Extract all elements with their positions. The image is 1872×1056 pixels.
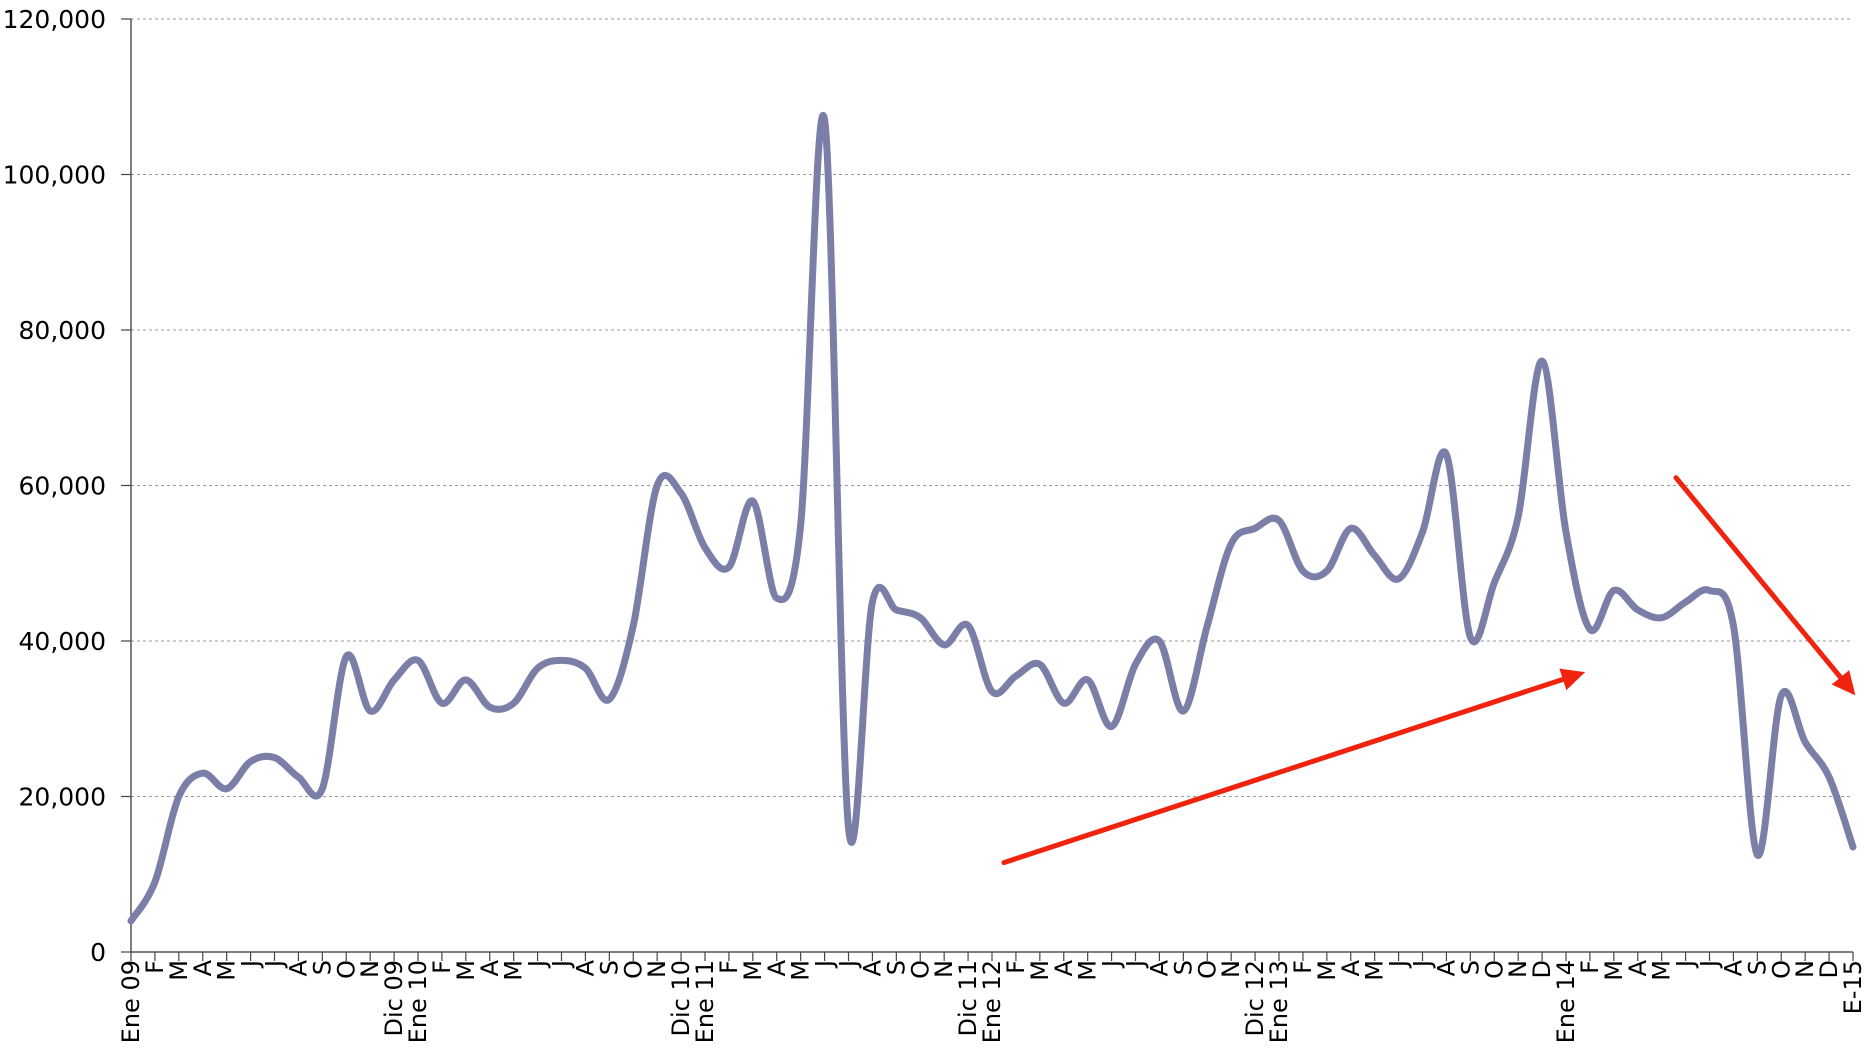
y-tick-label: 60,000 [19,472,106,501]
y-tick-label: 80,000 [19,316,106,345]
trend-arrow-down-right [1676,478,1845,684]
series [131,115,1853,920]
y-tick-label: 0 [90,938,106,967]
x-tick-label: E-15 [1839,960,1867,1014]
y-tick-label: 20,000 [19,783,106,812]
trend-arrow-head [1559,669,1585,690]
y-tick-label: 100,000 [3,161,106,190]
y-tick-label: 40,000 [19,627,106,656]
gridlines [131,19,1853,797]
series-line [131,115,1853,920]
trend-arrow-up-right [1004,677,1570,863]
y-axis-ticks: 0 20,000 40,000 60,000 80,000 100,000 120,000 [3,5,131,967]
y-tick-label: 120,000 [3,5,106,34]
